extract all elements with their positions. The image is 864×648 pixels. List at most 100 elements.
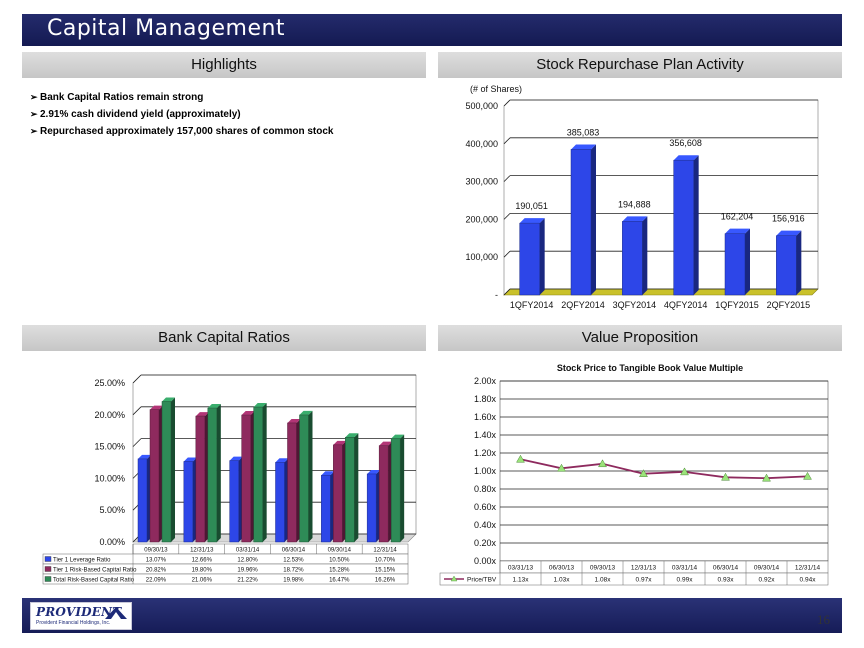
y-tick-label: 500,000 (465, 101, 498, 111)
x-tick-label: 12/31/13 (631, 565, 657, 572)
legend-label: Total Risk-Based Capital Ratio (53, 578, 135, 584)
bar (378, 445, 389, 543)
bar (195, 415, 206, 543)
data-point (557, 463, 566, 472)
x-tick-label: 1QFY2015 (715, 300, 759, 310)
plot-wall (503, 99, 819, 296)
repurchase-header: Stock Repurchase Plan Activity (438, 52, 842, 78)
legend-swatch (44, 576, 52, 582)
bar-side (354, 433, 359, 542)
bar-top (776, 230, 802, 236)
bar-top (391, 434, 405, 439)
bar (776, 235, 797, 296)
gridline-depth (503, 99, 511, 107)
data-label: 156,916 (772, 214, 805, 224)
bar-top (379, 441, 393, 446)
y-tick-label: 1.60x (474, 412, 497, 422)
bar-top (253, 403, 267, 408)
logo-subtitle: Provident Financial Holdings, Inc. (36, 620, 111, 626)
repurchase-chart: (# of Shares) - 100,000 200,000 300,000 400,0… (465, 84, 819, 310)
bullet-arrow-icon: ➢ (30, 126, 38, 136)
bar-side (216, 404, 221, 542)
bar (149, 409, 160, 543)
data-label: 16.26% (375, 578, 396, 584)
y-tick-label: 1.00x (474, 466, 497, 476)
data-label: 10.50% (329, 558, 350, 564)
y-tick-label: 0.80x (474, 484, 497, 494)
bar (161, 401, 172, 543)
x-tick-label: 12/31/13 (190, 548, 214, 554)
bar-top (275, 458, 289, 463)
bar-side (745, 228, 750, 295)
bar-side (642, 216, 648, 295)
data-label: 19.98% (283, 578, 304, 584)
bullet-arrow-icon: ➢ (30, 92, 38, 102)
bar-top (183, 457, 197, 462)
bar-top (195, 412, 209, 417)
y-unit-label: (# of Shares) (470, 84, 522, 94)
data-label: 19.80% (192, 568, 213, 574)
bar-side (796, 230, 802, 295)
bar (183, 461, 194, 543)
bar-top (333, 440, 347, 445)
bar-side (308, 410, 313, 542)
data-label: 22.09% (146, 578, 167, 584)
bar (241, 414, 251, 543)
bar-top (207, 404, 221, 409)
bullet-arrow-icon: ➢ (30, 109, 38, 119)
data-label: 12.80% (237, 558, 258, 564)
data-point (680, 467, 689, 476)
y-tick-label: 0.60x (474, 502, 497, 512)
data-label: 15.28% (329, 568, 350, 574)
y-tick-label: 0.00% (99, 537, 125, 547)
data-point (516, 454, 525, 463)
y-tick-label: 1.40x (474, 430, 497, 440)
x-tick-label: 03/31/14 (236, 548, 260, 554)
highlight-item: ➢ Bank Capital Ratios remain strong (30, 89, 333, 106)
data-label: 18.72% (283, 568, 304, 574)
table-row (439, 572, 829, 586)
title-bar: Capital Management (22, 14, 842, 46)
y-tick-label: 2.00x (474, 376, 497, 386)
bar (345, 437, 355, 543)
legend-label: Price/TBV (467, 577, 497, 584)
data-point (721, 472, 730, 481)
page-title: Capital Management (47, 16, 286, 41)
x-tick-label: 3QFY2014 (613, 300, 657, 310)
x-tick-label: 4QFY2014 (664, 300, 708, 310)
bar (137, 458, 148, 543)
data-label: 162,204 (721, 212, 754, 222)
x-tick-label: 1QFY2014 (510, 300, 554, 310)
bar (390, 438, 401, 543)
x-tick-label: 2QFY2015 (767, 300, 811, 310)
gridline-depth (503, 175, 511, 182)
bar-top (162, 397, 175, 402)
bar (622, 221, 643, 296)
footer-bar (22, 598, 842, 633)
gridline-depth (503, 137, 511, 145)
bar-top (321, 471, 335, 476)
capital-ratios-chart: 0.00% 5.00% 10.00% 15.00% 20.00% 25.00% 09/30/… (42, 374, 417, 585)
bar-top (138, 454, 151, 459)
value-proposition-chart: Stock Price to Tangible Book Value Multi… (439, 363, 829, 586)
highlight-item: ➢ 2.91% cash dividend yield (approximatel… (30, 106, 333, 123)
table-row (42, 573, 409, 585)
gridline-depth (132, 374, 142, 384)
legend-swatch (44, 566, 52, 572)
legend-marker (450, 575, 458, 582)
bar-side (400, 434, 405, 542)
bar (229, 460, 239, 543)
gridline-depth (132, 406, 142, 416)
bar-top (673, 155, 699, 161)
y-tick-label: - (495, 290, 498, 300)
y-tick-label: 20.00% (94, 410, 125, 420)
legend-label: Tier 1 Risk-Based Capital Ratio (53, 568, 137, 574)
x-tick-label: 2QFY2014 (561, 300, 605, 310)
bar-side (539, 218, 545, 295)
y-tick-label: 1.20x (474, 448, 497, 458)
data-label: 0.99x (677, 577, 694, 584)
data-label: 0.97x (636, 577, 653, 584)
data-label: 16.47% (329, 578, 350, 584)
plot-floor (503, 288, 819, 296)
bar (321, 474, 331, 543)
